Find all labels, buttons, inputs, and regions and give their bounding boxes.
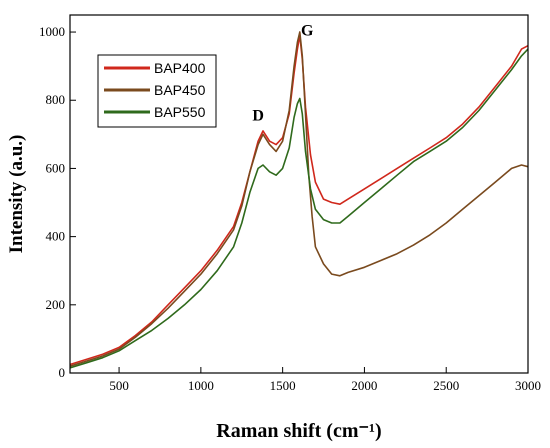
- legend-entry-bap450: BAP450: [154, 82, 206, 98]
- series-line-bap550: [69, 48, 529, 369]
- x-axis-title: Raman shift (cm⁻¹): [216, 420, 381, 442]
- peak-label-g: G: [301, 22, 314, 39]
- plot-frame: [69, 14, 529, 374]
- y-tick-label: 0: [59, 365, 66, 380]
- legend-entry-bap400: BAP400: [154, 60, 206, 76]
- series-layer: [69, 31, 529, 369]
- y-tick-label: 1000: [39, 24, 65, 39]
- x-tick-label: 1500: [270, 378, 296, 393]
- y-axis-title: Intensity (a.u.): [6, 135, 27, 254]
- peak-label-d: D: [252, 108, 264, 125]
- series-line-bap450: [69, 31, 529, 367]
- x-tick-label: 1000: [188, 378, 214, 393]
- x-tick-label: 500: [109, 378, 129, 393]
- x-tick-label: 3000: [515, 378, 541, 393]
- series-line-bap400: [69, 34, 529, 366]
- annotation-layer: DG: [252, 22, 314, 124]
- y-tick-label: 200: [46, 297, 66, 312]
- x-tick-label: 2000: [351, 378, 377, 393]
- y-tick-label: 800: [46, 92, 66, 107]
- ticks-layer: 500 1000 1500 2000 2500 3000 0 200 400 600 800 1000: [39, 24, 541, 393]
- legend: BAP400 BAP450 BAP550: [97, 54, 217, 128]
- x-tick-label: 2500: [433, 378, 459, 393]
- y-tick-label: 400: [46, 229, 66, 244]
- legend-entry-bap550: BAP550: [154, 104, 206, 120]
- y-tick-label: 600: [46, 160, 66, 175]
